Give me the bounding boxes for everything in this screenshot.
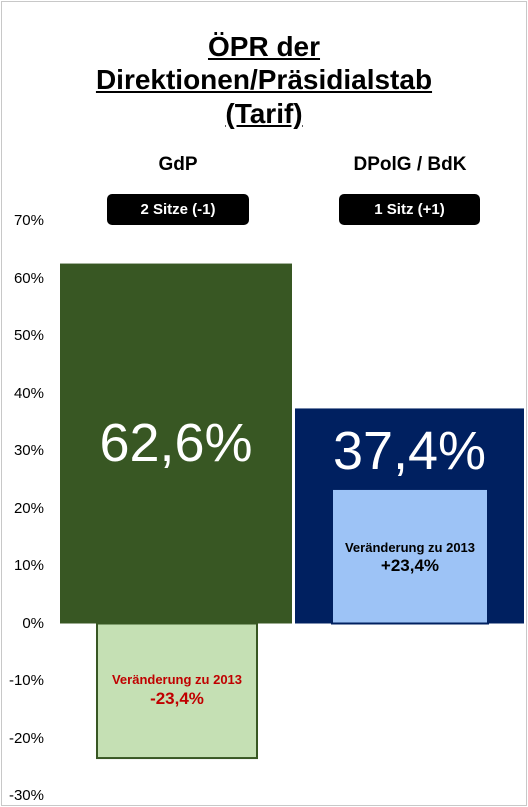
data-label-gdp: 62,6%	[99, 413, 253, 473]
y-tick-label: -10%	[8, 672, 44, 689]
change-caption-gdp: Veränderung zu 2013	[111, 672, 243, 687]
bar-gdp	[60, 263, 292, 624]
chart-title-line-3: (Tarif)	[225, 98, 303, 129]
y-tick-label: -30%	[8, 787, 44, 804]
change-bar-dpolg	[331, 487, 489, 625]
change-bar-gdp	[96, 622, 258, 760]
y-tick-label: 10%	[13, 557, 44, 574]
change-value-gdp: -23,4%	[150, 689, 204, 708]
category-label-dpolg: DPolG / BdK	[353, 154, 467, 175]
seats-badge-gdp: 2 Sitze (-1)	[107, 194, 249, 225]
y-tick-label: 0%	[22, 614, 44, 632]
y-tick-label: 30%	[13, 442, 44, 459]
chart-title-line-1: ÖPR der	[207, 31, 321, 62]
change-caption-dpolg: Veränderung zu 2013	[344, 540, 476, 555]
y-tick-label: -20%	[8, 729, 44, 747]
seats-badge-dpolg: 1 Sitz (+1)	[339, 194, 480, 225]
y-tick-label: 60%	[13, 269, 44, 287]
data-label-dpolg: 37,4%	[332, 421, 487, 481]
y-tick-label: 20%	[13, 499, 44, 517]
y-tick-label: 70%	[13, 212, 44, 229]
chart-title-line-2: Direktionen/Präsidialstab	[95, 64, 433, 95]
change-value-dpolg: +23,4%	[380, 556, 440, 575]
category-label-gdp: GdP	[158, 154, 198, 175]
y-tick-label: 50%	[13, 327, 44, 344]
y-tick-label: 40%	[13, 384, 44, 402]
